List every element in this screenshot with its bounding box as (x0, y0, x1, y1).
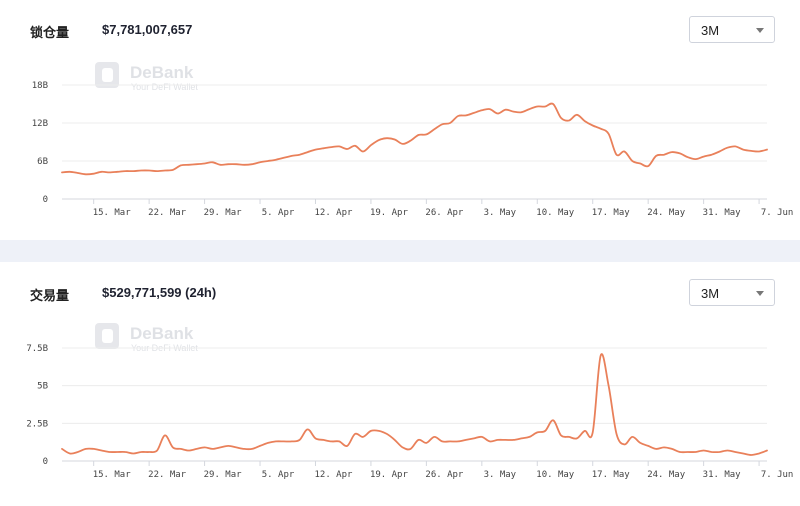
x-tick-label: 29. Mar (204, 470, 243, 480)
watermark-brand: DeBank (130, 324, 194, 343)
x-tick-label: 17. May (592, 470, 631, 480)
volume-value: $529,771,599 (24h) (102, 285, 217, 300)
watermark-brand: DeBank (130, 63, 194, 82)
y-tick-label: 0 (43, 195, 48, 205)
x-tick-label: 12. Apr (315, 470, 354, 480)
x-tick-label: 31. May (703, 470, 742, 480)
x-tick-label: 22. Mar (148, 208, 187, 218)
series-line (61, 353, 768, 456)
tvl-value: $7,781,007,657 (102, 22, 193, 37)
tvl-label: 锁仓量 (30, 25, 70, 40)
watermark-tagline: Your DeFi Wallet (131, 82, 198, 92)
volume-label: 交易量 (30, 288, 70, 303)
debank-logo-icon (95, 323, 119, 349)
tvl-period-select[interactable]: 3M (689, 16, 775, 43)
y-tick-label: 2.5B (26, 419, 48, 429)
x-tick-label: 26. Apr (425, 470, 464, 480)
x-tick-label: 3. May (484, 470, 517, 480)
y-tick-label: 12B (32, 119, 48, 129)
y-tick-label: 7.5B (26, 344, 48, 354)
series-line (61, 102, 768, 176)
y-tick-label: 18B (32, 81, 48, 91)
tvl-panel: 锁仓量 $7,781,007,657 3M DeBank Your DeFi Wa… (0, 0, 800, 240)
x-tick-label: 10. May (536, 470, 575, 480)
volume-chart: DeBank Your DeFi Wallet 0 2.5B 5B 7.5B 15. Mar… (0, 312, 800, 492)
debank-logo-icon (95, 62, 119, 88)
x-tick-label: 22. Mar (148, 470, 187, 480)
x-tick-label: 5. Apr (262, 208, 295, 218)
y-tick-label: 6B (37, 157, 48, 167)
x-tick-label: 31. May (703, 208, 742, 218)
x-tick-label: 29. Mar (204, 208, 243, 218)
x-tick-label: 3. May (484, 208, 517, 218)
x-tick-label: 7. Jun (761, 208, 794, 218)
x-tick-label: 7. Jun (761, 470, 794, 480)
x-tick-label: 24. May (647, 208, 686, 218)
chevron-down-icon (756, 28, 764, 33)
x-tick-label: 19. Apr (370, 208, 409, 218)
x-tick-label: 5. Apr (262, 470, 295, 480)
volume-panel: 交易量 $529,771,599 (24h) 3M DeBank Your DeF… (0, 262, 800, 506)
volume-period-select[interactable]: 3M (689, 279, 775, 306)
x-tick-label: 15. Mar (93, 208, 132, 218)
x-tick-label: 12. Apr (315, 208, 354, 218)
x-tick-label: 26. Apr (425, 208, 464, 218)
x-tick-label: 17. May (592, 208, 631, 218)
tvl-chart: DeBank Your DeFi Wallet 0 6B 12B 18B 15. Mar 22… (0, 50, 800, 225)
y-tick-label: 0 (43, 457, 48, 467)
debank-logo-cutout (102, 329, 113, 343)
volume-period-value: 3M (701, 286, 720, 301)
debank-logo-cutout (102, 68, 113, 82)
tvl-period-value: 3M (701, 23, 720, 38)
x-tick-label: 24. May (647, 470, 686, 480)
chevron-down-icon (756, 291, 764, 296)
x-tick-label: 10. May (536, 208, 575, 218)
x-tick-label: 19. Apr (370, 470, 409, 480)
x-tick-label: 15. Mar (93, 470, 132, 480)
y-tick-label: 5B (37, 382, 48, 392)
